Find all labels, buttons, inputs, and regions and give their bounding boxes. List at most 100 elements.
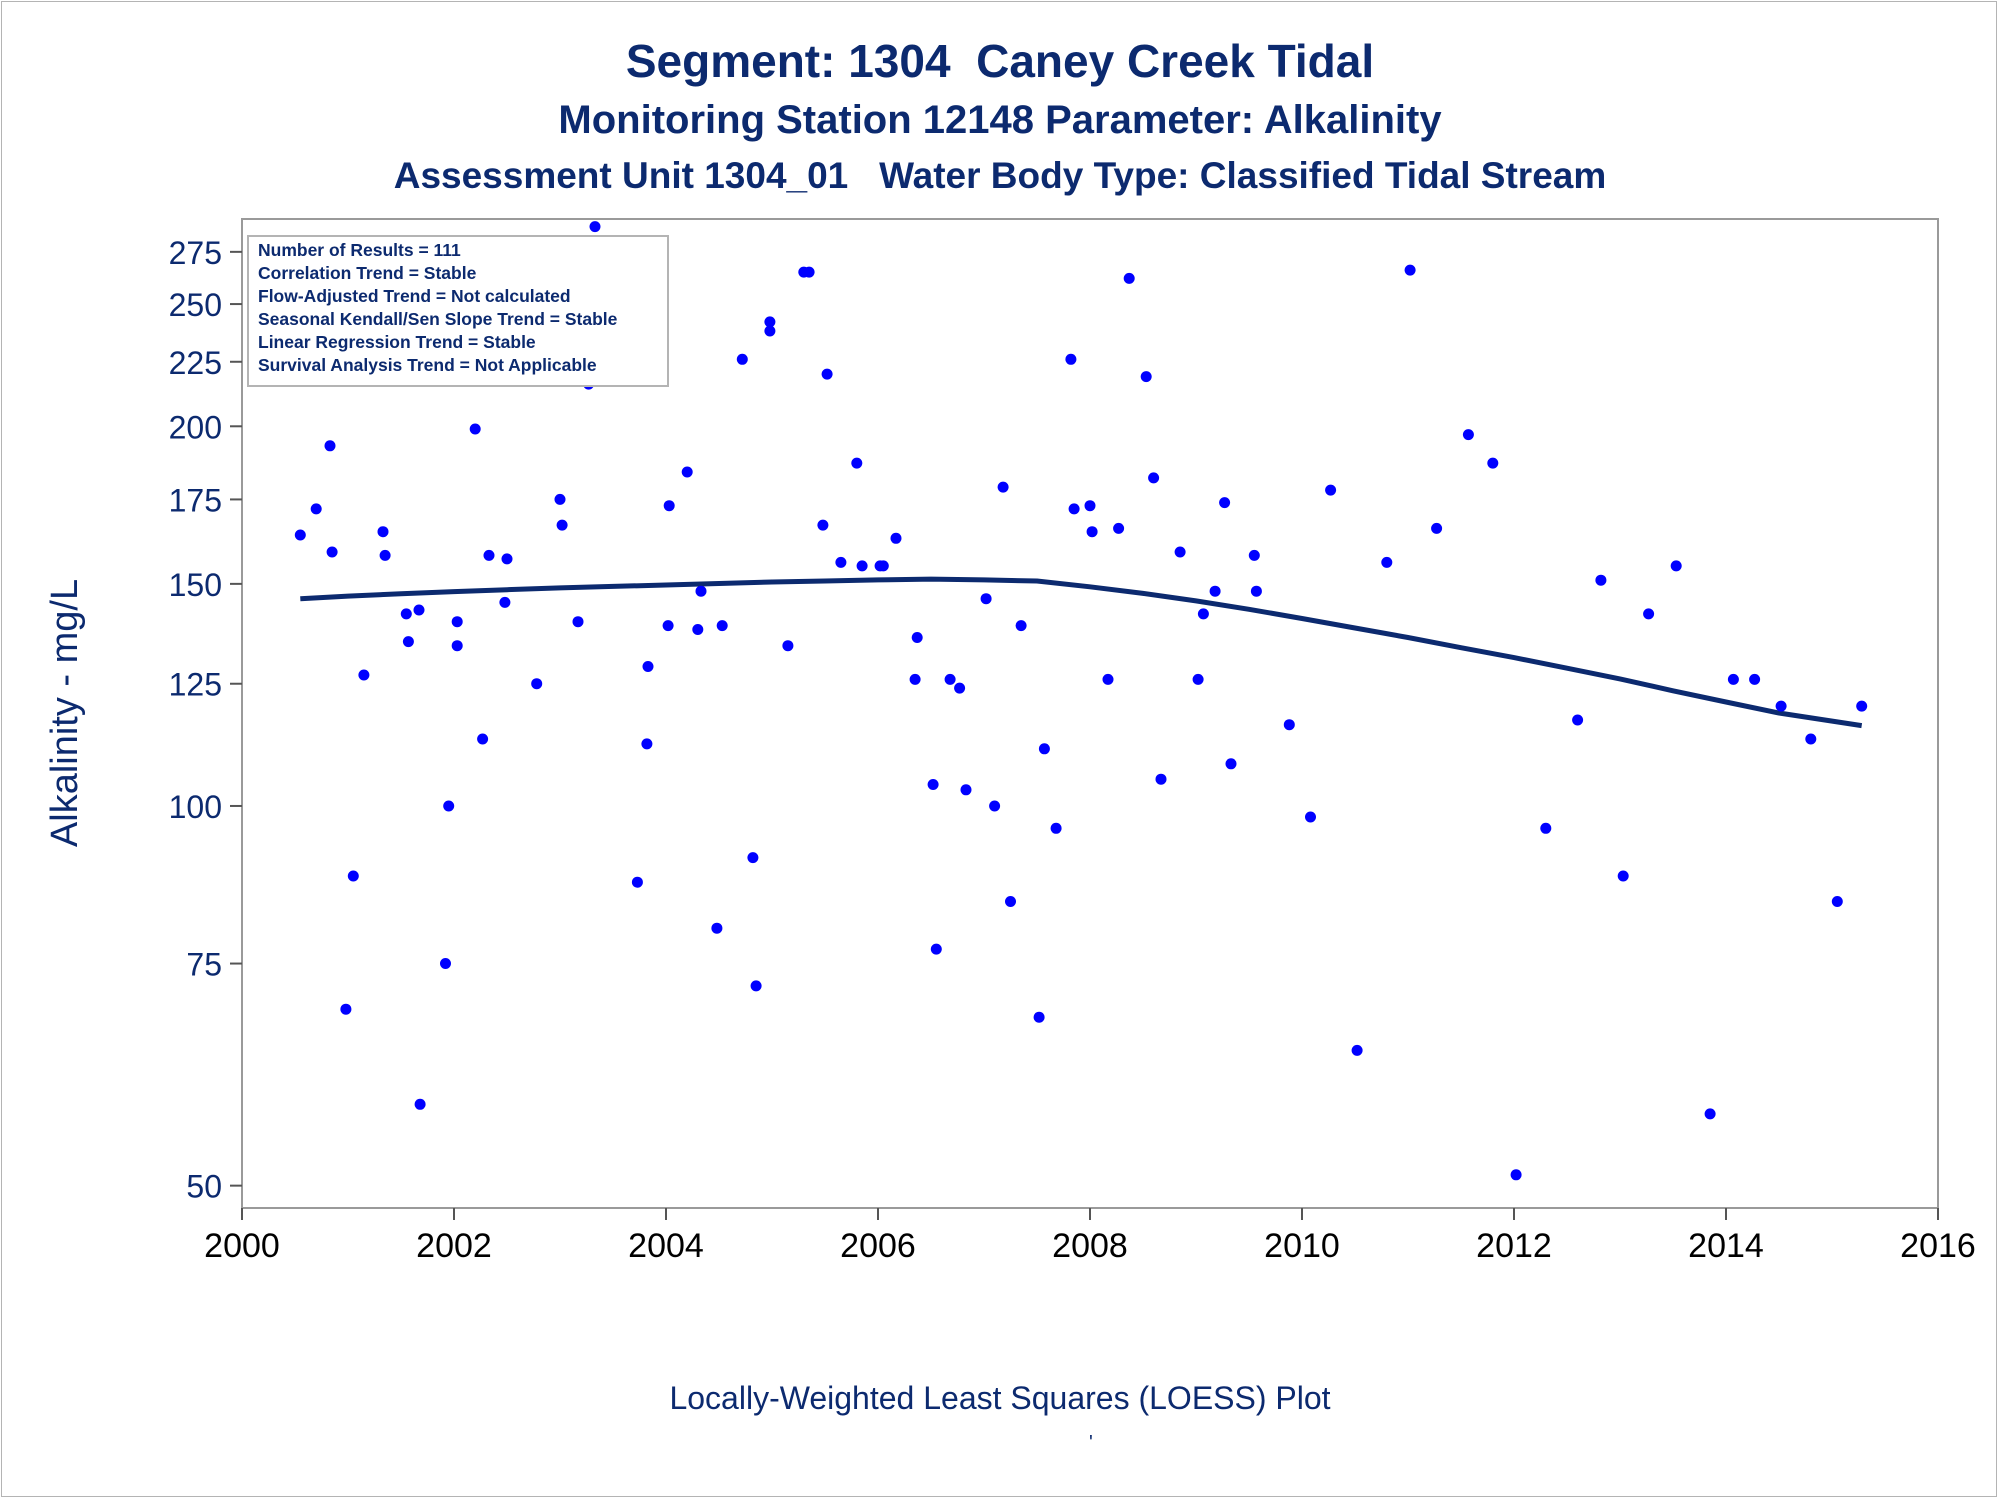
y-axis-label: Alkalinity - mg/L — [44, 579, 86, 847]
data-point — [1831, 896, 1843, 907]
data-point — [402, 636, 414, 648]
data-point — [1325, 484, 1337, 496]
data-point — [1068, 503, 1080, 515]
data-point — [379, 549, 391, 561]
data-point — [1174, 546, 1186, 558]
data-point — [782, 640, 794, 652]
data-point — [764, 316, 776, 328]
stats-legend-line: Number of Results = 111 — [258, 240, 461, 260]
loess-line — [300, 576, 1863, 729]
y-tick-label: 225 — [169, 345, 222, 381]
stats-legend-line: Flow-Adjusted Trend = Not calculated — [258, 286, 571, 306]
data-point — [310, 503, 322, 515]
data-point — [1749, 673, 1761, 685]
data-point — [890, 532, 902, 544]
data-point — [1775, 700, 1787, 712]
data-point — [1140, 371, 1152, 383]
data-point — [451, 640, 463, 652]
data-point — [1084, 500, 1096, 512]
data-point — [695, 585, 707, 597]
data-point — [944, 673, 956, 685]
data-point — [483, 549, 495, 561]
data-point — [835, 556, 847, 568]
data-point — [997, 481, 1009, 493]
stats-legend-line: Linear Regression Trend = Stable — [258, 332, 536, 352]
data-point — [1305, 811, 1316, 823]
data-point — [324, 440, 336, 452]
data-point — [1065, 353, 1077, 365]
data-point — [1283, 719, 1295, 731]
data-point — [1250, 585, 1262, 597]
data-point — [989, 800, 1001, 812]
x-tick-label: 2014 — [1688, 1227, 1764, 1265]
data-point — [1487, 457, 1499, 469]
data-point — [1704, 1108, 1716, 1120]
data-point — [347, 870, 359, 882]
data-point — [1805, 733, 1817, 745]
y-tick-label: 75 — [186, 947, 222, 983]
data-point — [1113, 522, 1125, 534]
data-point — [1005, 896, 1016, 907]
data-point — [400, 608, 412, 620]
chart-subtitle-station: Monitoring Station 12148 Parameter: Alka… — [558, 98, 1442, 142]
data-point — [1219, 497, 1231, 509]
y-tick-label: 100 — [169, 789, 222, 825]
data-point — [358, 669, 370, 681]
y-tick-label: 150 — [169, 567, 222, 603]
data-point — [663, 500, 675, 512]
data-point — [909, 673, 921, 685]
data-point — [499, 596, 511, 608]
data-point — [764, 325, 776, 337]
stats-legend-line: Correlation Trend = Stable — [258, 263, 477, 283]
data-point — [631, 876, 643, 888]
data-point — [960, 784, 972, 796]
y-tick-label: 125 — [169, 667, 222, 703]
data-point — [930, 943, 942, 955]
x-tick-label: 2008 — [1052, 1227, 1128, 1265]
data-point — [377, 526, 389, 538]
x-tick-label: 2006 — [840, 1227, 916, 1265]
data-point — [980, 593, 992, 605]
x-tick-label: 2000 — [204, 1227, 280, 1265]
data-point — [469, 423, 481, 435]
data-point — [501, 553, 513, 565]
data-point — [1050, 822, 1062, 834]
data-point — [1431, 522, 1443, 534]
x-tick-label: 2004 — [628, 1227, 704, 1265]
data-point — [1462, 429, 1474, 441]
y-tick-label: 275 — [169, 235, 222, 271]
data-point — [554, 493, 566, 505]
data-point — [326, 546, 338, 558]
data-point — [589, 221, 601, 233]
data-point — [1225, 758, 1237, 770]
data-point — [681, 466, 693, 478]
data-point — [856, 560, 868, 572]
data-point — [1404, 264, 1416, 276]
data-point — [1123, 272, 1135, 284]
data-point — [1351, 1044, 1363, 1056]
data-point — [1248, 549, 1260, 561]
data-point — [1617, 870, 1629, 882]
data-point — [556, 519, 568, 531]
data-point — [572, 616, 584, 628]
data-point — [821, 368, 833, 380]
data-point — [531, 678, 543, 690]
data-point — [294, 529, 306, 541]
data-point — [1209, 585, 1221, 597]
data-point — [413, 604, 425, 616]
x-tick-label: 2002 — [416, 1227, 492, 1265]
y-tick-label: 50 — [186, 1169, 222, 1205]
x-tick-label: 2010 — [1264, 1227, 1340, 1265]
y-tick-label: 175 — [169, 482, 222, 518]
data-point — [1192, 673, 1204, 685]
data-point — [877, 560, 889, 572]
data-point — [662, 620, 674, 632]
data-point — [1727, 673, 1739, 685]
data-point — [641, 738, 653, 750]
data-point — [1033, 1011, 1045, 1023]
data-point — [414, 1098, 426, 1110]
data-point — [747, 852, 759, 864]
stats-legend-box — [247, 235, 669, 387]
